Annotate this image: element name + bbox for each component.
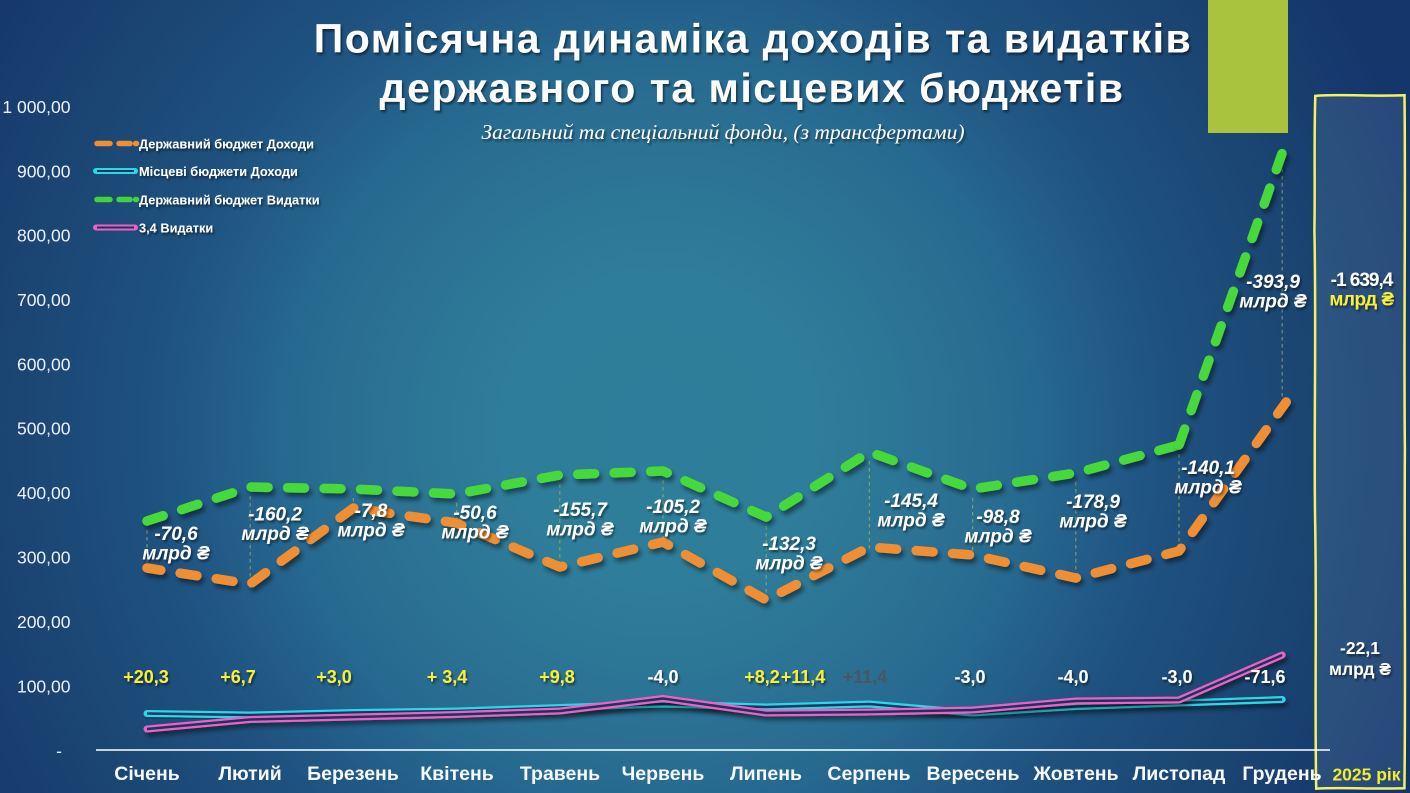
svg-text:-155,7: -155,7 xyxy=(553,500,608,521)
svg-text:Грудень: Грудень xyxy=(1242,763,1321,785)
svg-text:Загальний та спеціальний фонди: Загальний та спеціальний фонди, (з транс… xyxy=(482,120,965,144)
svg-text:млрд ₴: млрд ₴ xyxy=(877,511,946,532)
svg-text:-7,8: -7,8 xyxy=(355,501,388,522)
svg-text:Жовтень: Жовтень xyxy=(1032,763,1118,785)
svg-text:+20,3: +20,3 xyxy=(123,667,169,687)
svg-text:Державний бюджет Видатки: Державний бюджет Видатки xyxy=(139,193,320,208)
svg-text:-140,1: -140,1 xyxy=(1181,458,1235,479)
svg-text:млрд ₴: млрд ₴ xyxy=(441,523,510,544)
svg-text:Лютий: Лютий xyxy=(218,763,281,785)
svg-text:млрд ₴: млрд ₴ xyxy=(546,520,615,541)
svg-text:-22,1: -22,1 xyxy=(1340,638,1380,658)
svg-text:млрд ₴: млрд ₴ xyxy=(337,521,406,542)
svg-text:-50,6: -50,6 xyxy=(453,503,497,524)
svg-text:+ 3,4: + 3,4 xyxy=(427,667,468,687)
svg-text:+11,4: +11,4 xyxy=(843,667,888,687)
svg-text:млрд ₴: млрд ₴ xyxy=(639,517,708,538)
svg-text:1 000,00: 1 000,00 xyxy=(2,97,70,117)
svg-text:500,00: 500,00 xyxy=(17,419,71,439)
svg-text:Травень: Травень xyxy=(520,763,600,785)
svg-text:-98,8: -98,8 xyxy=(976,507,1020,528)
svg-text:Серпень: Серпень xyxy=(827,763,910,785)
svg-text:-70,6: -70,6 xyxy=(154,524,198,545)
svg-text:Липень: Липень xyxy=(730,763,802,785)
svg-text:900,00: 900,00 xyxy=(17,162,71,182)
svg-text:млрд ₴: млрд ₴ xyxy=(964,527,1033,548)
svg-text:млрд ₴: млрд ₴ xyxy=(241,524,310,545)
svg-text:Помісячна динаміка доходів та: Помісячна динаміка доходів та видатків xyxy=(314,16,1192,62)
svg-text:100,00: 100,00 xyxy=(17,677,71,697)
svg-text:800,00: 800,00 xyxy=(17,226,71,246)
svg-text:Червень: Червень xyxy=(622,763,705,785)
svg-text:млрд ₴: млрд ₴ xyxy=(755,554,824,575)
svg-text:млрд ₴: млрд ₴ xyxy=(1059,512,1128,533)
svg-text:600,00: 600,00 xyxy=(17,355,71,375)
svg-text:-1 639,4: -1 639,4 xyxy=(1331,270,1394,291)
svg-text:+11,4: +11,4 xyxy=(781,667,826,687)
svg-text:+3,0: +3,0 xyxy=(316,667,352,687)
svg-text:700,00: 700,00 xyxy=(17,290,71,310)
svg-text:млрд ₴: млрд ₴ xyxy=(142,544,211,565)
svg-text:-145,4: -145,4 xyxy=(884,491,938,512)
svg-text:-105,2: -105,2 xyxy=(646,497,700,518)
svg-text:Вересень: Вересень xyxy=(927,763,1020,785)
svg-text:+6,7: +6,7 xyxy=(220,667,256,687)
svg-text:-4,0: -4,0 xyxy=(1057,667,1088,687)
svg-text:-132,3: -132,3 xyxy=(762,534,816,555)
svg-text:Державний бюджет Доходи: Державний бюджет Доходи xyxy=(139,137,314,152)
svg-text:-3,0: -3,0 xyxy=(954,667,985,687)
svg-text:200,00: 200,00 xyxy=(17,612,71,632)
svg-text:-160,2: -160,2 xyxy=(248,505,302,526)
svg-text:+8,2: +8,2 xyxy=(744,667,780,687)
svg-text:Квітень: Квітень xyxy=(420,763,493,785)
svg-text:+9,8: +9,8 xyxy=(539,667,575,687)
svg-text:Листопад: Листопад xyxy=(1133,763,1226,785)
svg-text:-71,6: -71,6 xyxy=(1244,667,1285,687)
svg-text:Січень: Січень xyxy=(114,763,179,785)
svg-text:-178,9: -178,9 xyxy=(1066,492,1120,513)
svg-text:-: - xyxy=(56,741,62,761)
svg-text:2025 рік: 2025 рік xyxy=(1332,765,1400,785)
svg-text:-4,0: -4,0 xyxy=(647,667,678,687)
svg-text:Березень: Березень xyxy=(307,763,399,785)
svg-text:млрд ₴: млрд ₴ xyxy=(1174,478,1243,499)
svg-text:млрд ₴: млрд ₴ xyxy=(1239,292,1308,313)
svg-text:300,00: 300,00 xyxy=(17,548,71,568)
svg-text:Місцеві бюджети Доходи: Місцеві бюджети Доходи xyxy=(139,164,298,179)
svg-text:-3,0: -3,0 xyxy=(1161,667,1192,687)
svg-text:3,4 Видатки: 3,4 Видатки xyxy=(139,221,213,236)
svg-text:-393,9: -393,9 xyxy=(1246,272,1300,293)
svg-text:млрд ₴: млрд ₴ xyxy=(1329,659,1391,679)
svg-text:державного та місцевих бюджеті: державного та місцевих бюджетів xyxy=(380,65,1125,111)
svg-text:400,00: 400,00 xyxy=(17,483,71,503)
svg-text:млрд ₴: млрд ₴ xyxy=(1329,290,1394,311)
